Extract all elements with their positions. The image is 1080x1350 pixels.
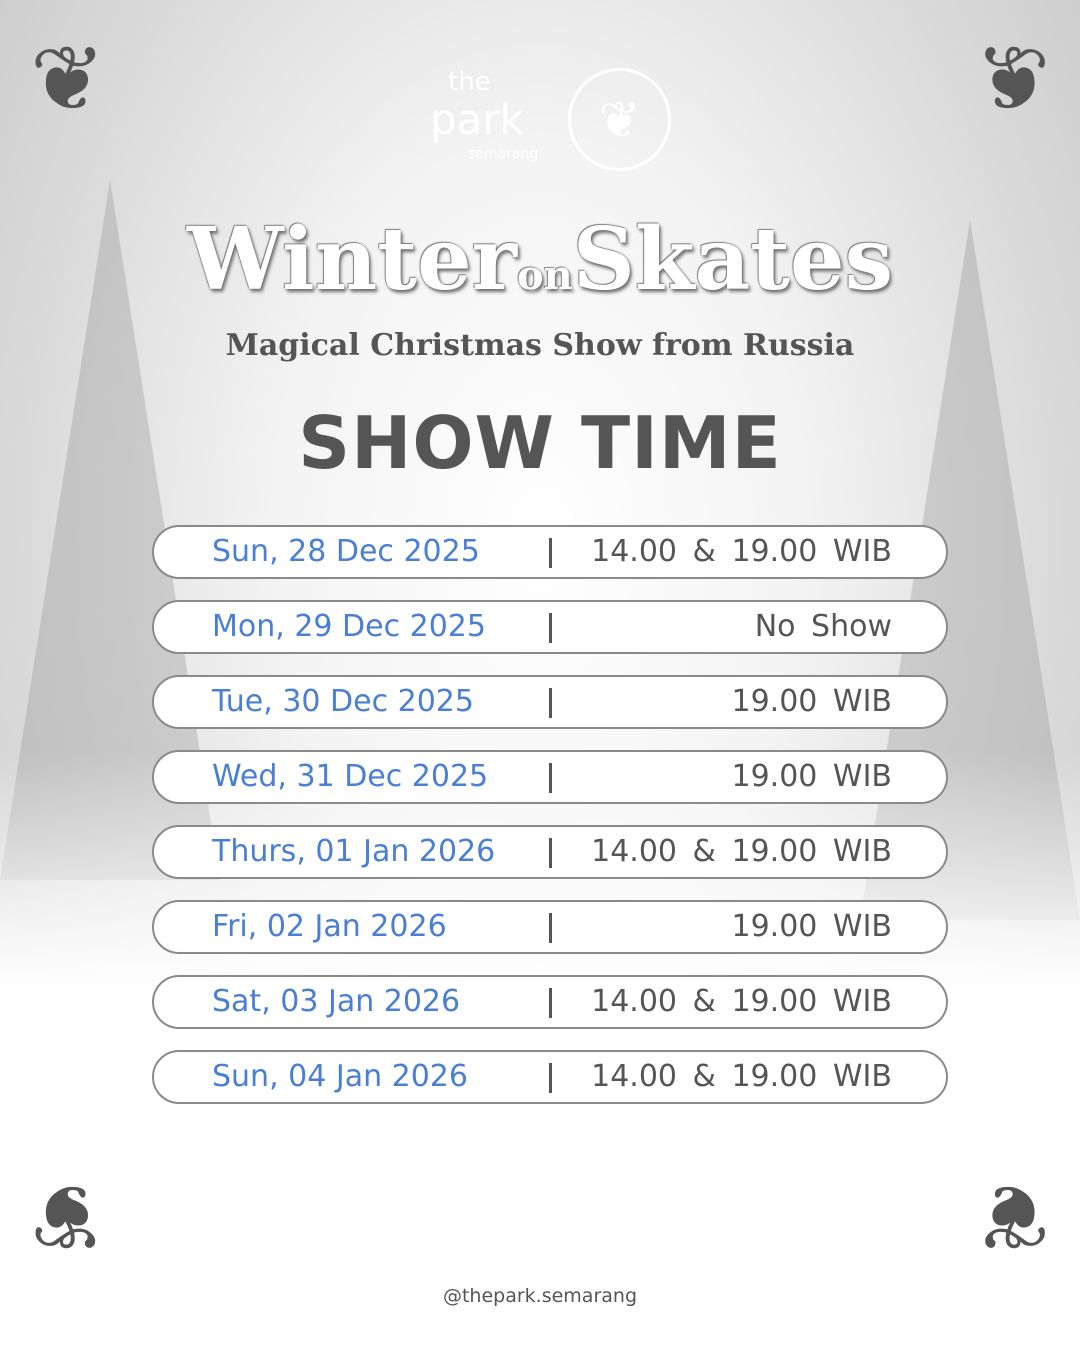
corner-ornament-icon: ❦	[974, 27, 1050, 132]
divider	[549, 538, 552, 568]
schedule-row: Tue, 30 Dec 2025 19.00 WIB	[152, 675, 948, 729]
schedule-list: Sun, 28 Dec 2025 14.00 & 19.00 WIB Mon, 2…	[152, 525, 948, 1125]
schedule-date: Tue, 30 Dec 2025	[212, 684, 474, 719]
schedule-row: Fri, 02 Jan 2026 19.00 WIB	[152, 900, 948, 954]
schedule-date: Wed, 31 Dec 2025	[212, 759, 489, 794]
social-handle: @thepark.semarang	[442, 1285, 638, 1307]
schedule-time: 14.00 & 19.00 WIB	[591, 534, 892, 569]
the-park-logo: the park semarang ❦	[430, 68, 675, 176]
corner-ornament-icon: ❦	[30, 27, 106, 132]
schedule-date: Sun, 28 Dec 2025	[212, 534, 480, 569]
schedule-time: 14.00 & 19.00 WIB	[591, 834, 892, 869]
schedule-time: 14.00 & 19.00 WIB	[591, 1059, 892, 1094]
event-title: WinteronSkates	[0, 210, 1080, 326]
divider	[549, 913, 552, 943]
schedule-date: Mon, 29 Dec 2025	[212, 609, 486, 644]
schedule-row: Mon, 29 Dec 2025 No Show	[152, 600, 948, 654]
divider	[549, 1063, 552, 1093]
schedule-date: Thurs, 01 Jan 2026	[212, 834, 496, 869]
divider	[549, 763, 552, 793]
show-time-heading: SHOW TIME	[298, 401, 782, 485]
divider	[549, 838, 552, 868]
schedule-row: Sat, 03 Jan 2026 14.00 & 19.00 WIB	[152, 975, 948, 1029]
corner-ornament-icon: ❦	[30, 1163, 106, 1268]
schedule-time: 19.00 WIB	[731, 684, 892, 719]
divider	[549, 613, 552, 643]
corner-ornament-icon: ❦	[974, 1163, 1050, 1268]
schedule-row: Sun, 28 Dec 2025 14.00 & 19.00 WIB	[152, 525, 948, 579]
schedule-date: Sun, 04 Jan 2026	[212, 1059, 468, 1094]
title-word: Winter	[186, 209, 517, 310]
divider	[549, 688, 552, 718]
tree-emblem-icon: ❦	[568, 68, 671, 171]
logo-the: the	[448, 67, 491, 97]
divider	[549, 988, 552, 1018]
schedule-time: 19.00 WIB	[731, 759, 892, 794]
schedule-date: Sat, 03 Jan 2026	[212, 984, 461, 1019]
schedule-row: Wed, 31 Dec 2025 19.00 WIB	[152, 750, 948, 804]
title-word: Skates	[572, 209, 894, 310]
schedule-date: Fri, 02 Jan 2026	[212, 909, 447, 944]
logo-city: semarang	[468, 146, 539, 162]
title-on: on	[516, 252, 573, 299]
schedule-time: No Show	[754, 609, 892, 644]
schedule-row: Thurs, 01 Jan 2026 14.00 & 19.00 WIB	[152, 825, 948, 879]
schedule-row: Sun, 04 Jan 2026 14.00 & 19.00 WIB	[152, 1050, 948, 1104]
schedule-time: 19.00 WIB	[731, 909, 892, 944]
event-subtitle: Magical Christmas Show from Russia	[225, 328, 855, 363]
logo-park: park	[430, 95, 524, 144]
schedule-time: 14.00 & 19.00 WIB	[591, 984, 892, 1019]
